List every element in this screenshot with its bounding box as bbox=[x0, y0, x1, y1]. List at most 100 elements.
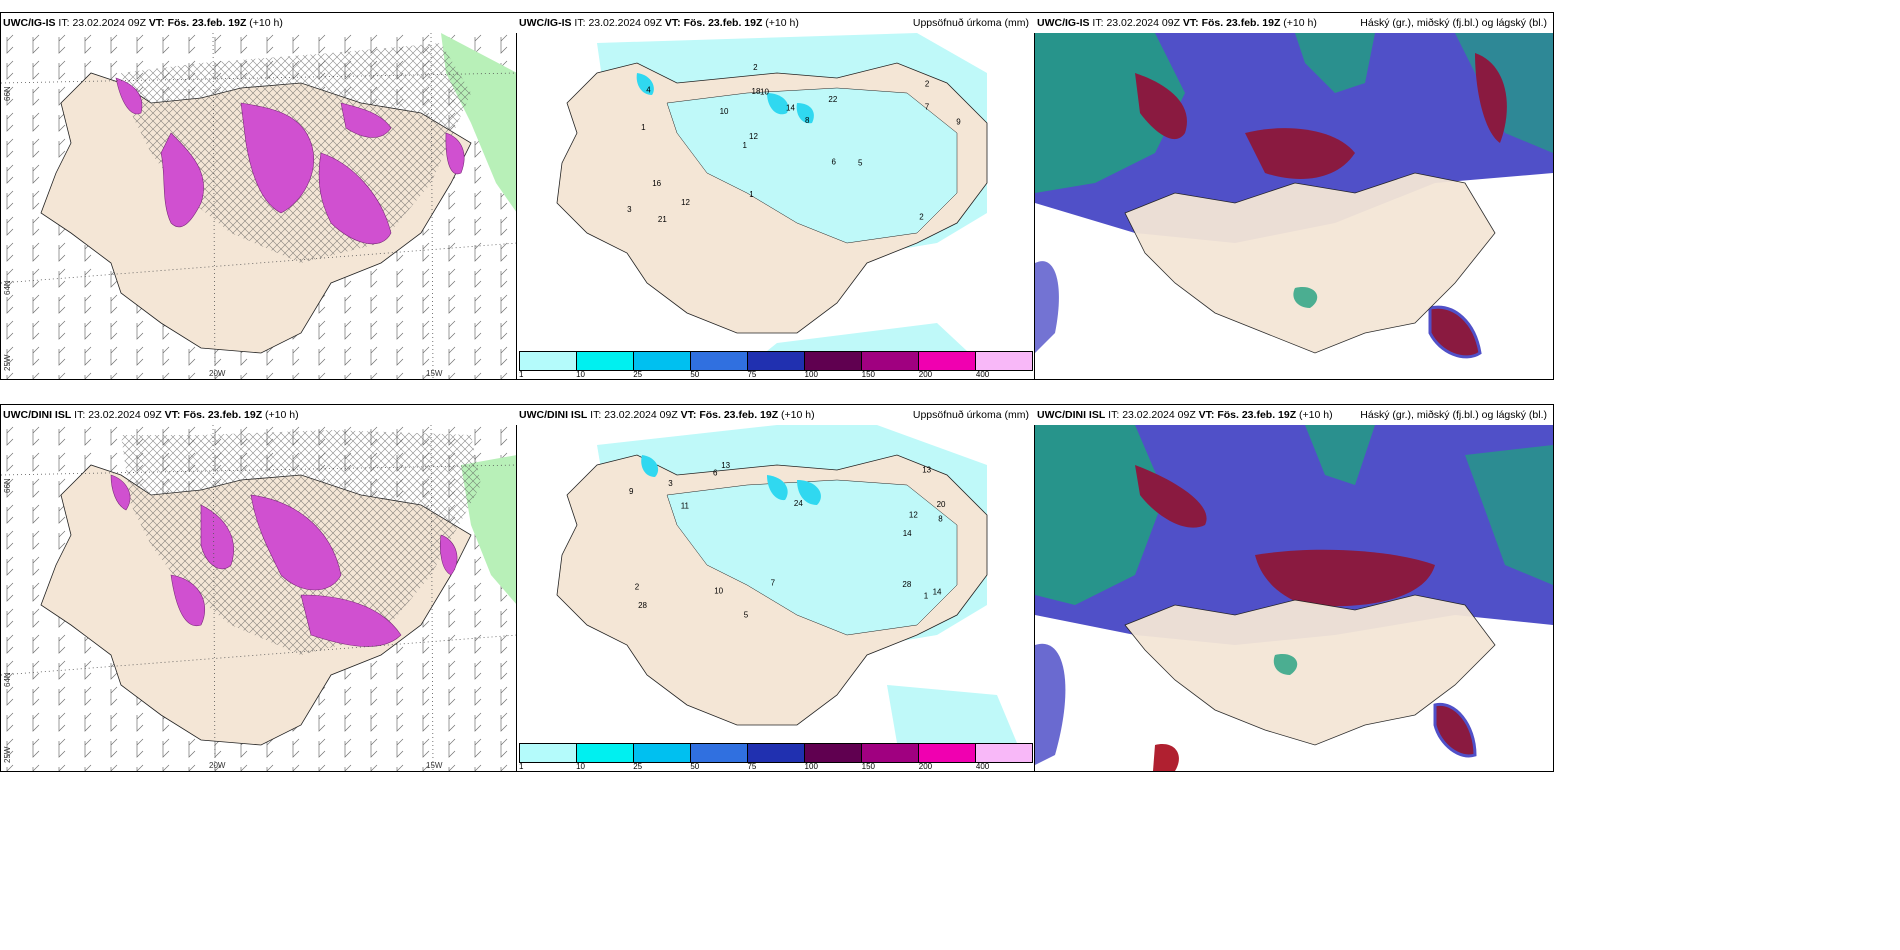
colorbar-label: 400 bbox=[975, 762, 990, 771]
cloud-map-top: UWC/IG-IS IT: 23.02.2024 09Z VT: Fös. 23… bbox=[1034, 12, 1554, 380]
cloud-map bbox=[1035, 425, 1553, 771]
colorbar-label: 25 bbox=[633, 762, 643, 771]
precip-map: 2 1 2 1 22 21 18 14 16 10 3 12 10 8 5 4 2 9 6 7 12 1 bbox=[517, 33, 1035, 351]
colorbar-label: 200 bbox=[918, 370, 933, 379]
cloud-map bbox=[1035, 33, 1553, 379]
colorbar-swatch bbox=[748, 352, 805, 370]
precip-value-label: 11 bbox=[681, 502, 690, 511]
colorbar-label: 25 bbox=[633, 370, 643, 379]
colorbar bbox=[519, 743, 1033, 763]
colorbar-label: 400 bbox=[975, 370, 990, 379]
colorbar-swatch bbox=[748, 744, 805, 762]
lon-label: 25W bbox=[3, 746, 12, 763]
colorbar-swatch bbox=[520, 352, 577, 370]
colorbar-labels: 1 10 25 50 75 100 150 200 400 bbox=[519, 762, 1033, 771]
precip-value-label: 6 bbox=[832, 158, 837, 167]
cloud-map-bottom: UWC/DINI ISL IT: 23.02.2024 09Z VT: Fös.… bbox=[1034, 404, 1554, 772]
precip-value-label: 7 bbox=[771, 579, 776, 588]
precip-value-label: 10 bbox=[714, 587, 723, 596]
precip-value-label: 1 bbox=[749, 190, 754, 199]
lat-label: 66N bbox=[3, 478, 12, 493]
precip-value-label: 12 bbox=[681, 198, 690, 207]
precip-value-label: 9 bbox=[629, 487, 634, 496]
lon-label: 20W bbox=[209, 369, 226, 378]
precip-value-label: 2 bbox=[753, 63, 758, 72]
precip-title: Uppsöfnuð úrkoma (mm) bbox=[912, 409, 1029, 421]
precip-value-label: 9 bbox=[956, 118, 961, 127]
precip-value-label: 5 bbox=[858, 159, 863, 168]
lon-label: 20W bbox=[209, 761, 226, 770]
lon-label: 25W bbox=[3, 354, 12, 371]
panel-header: UWC/IG-IS IT: 23.02.2024 09Z VT: Fös. 23… bbox=[517, 13, 1035, 33]
wind-snow-map-bottom: UWC/DINI ISL IT: 23.02.2024 09Z VT: Fös.… bbox=[0, 404, 518, 772]
precip-value-label: 12 bbox=[909, 510, 918, 519]
precip-value-label: 1 bbox=[743, 141, 748, 150]
precip-value-label: 10 bbox=[720, 107, 729, 116]
lat-label: 66N bbox=[3, 86, 12, 101]
colorbar-label: 150 bbox=[861, 370, 876, 379]
colorbar-label: 10 bbox=[576, 370, 586, 379]
precip-value-label: 3 bbox=[627, 205, 632, 214]
colorbar-label: 1 bbox=[519, 762, 524, 771]
colorbar-label: 100 bbox=[804, 370, 818, 379]
lon-label: 15W bbox=[426, 369, 443, 378]
precip-value-label: 21 bbox=[658, 215, 667, 224]
precip-value-label: 13 bbox=[922, 466, 931, 475]
cloud-title: Háský (gr.), miðský (fj.bl.) og lágský (… bbox=[1360, 409, 1547, 421]
precip-value-label: 14 bbox=[903, 529, 912, 538]
precip-value-label: 8 bbox=[805, 116, 810, 125]
colorbar-swatch bbox=[577, 352, 634, 370]
precip-value-label: 1 bbox=[641, 123, 646, 132]
colorbar-label: 1 bbox=[519, 370, 524, 379]
colorbar-swatch bbox=[805, 744, 862, 762]
precip-value-label: 3 bbox=[668, 479, 673, 488]
colorbar-swatch bbox=[634, 352, 691, 370]
colorbar-label: 75 bbox=[747, 762, 757, 771]
precip-value-label: 28 bbox=[638, 601, 647, 610]
colorbar-swatch bbox=[919, 744, 976, 762]
precip-map-top: UWC/IG-IS IT: 23.02.2024 09Z VT: Fös. 23… bbox=[516, 12, 1036, 380]
precip-title: Uppsöfnuð úrkoma (mm) bbox=[912, 17, 1029, 29]
precip-value-label: 13 bbox=[721, 461, 730, 470]
precip-value-label: 2 bbox=[919, 212, 924, 221]
precip-value-label: 24 bbox=[794, 499, 803, 508]
precip-value-label: 18 bbox=[752, 87, 761, 96]
precip-value-label: 7 bbox=[925, 103, 930, 112]
colorbar-swatch bbox=[976, 744, 1032, 762]
wind-map bbox=[1, 33, 517, 379]
lat-label: 64N bbox=[3, 672, 12, 687]
lat-label: 64N bbox=[3, 280, 12, 295]
precip-value-label: 16 bbox=[652, 179, 661, 188]
precip-value-label: 20 bbox=[937, 500, 946, 509]
precip-map-bottom: UWC/DINI ISL IT: 23.02.2024 09Z VT: Fös.… bbox=[516, 404, 1036, 772]
lon-label: 15W bbox=[426, 761, 443, 770]
precip-value-label: 2 bbox=[635, 583, 640, 592]
precip-value-label: 28 bbox=[902, 580, 911, 589]
colorbar-label: 100 bbox=[804, 762, 818, 771]
precip-value-label: 22 bbox=[828, 95, 837, 104]
colorbar-swatch bbox=[520, 744, 577, 762]
precip-value-label: 2 bbox=[925, 80, 930, 89]
colorbar-swatch bbox=[919, 352, 976, 370]
precip-value-label: 4 bbox=[646, 86, 651, 95]
precip-value-label: 8 bbox=[938, 514, 943, 523]
colorbar-label: 50 bbox=[690, 762, 700, 771]
colorbar-swatch bbox=[862, 744, 919, 762]
cloud-title: Háský (gr.), miðský (fj.bl.) og lágský (… bbox=[1360, 17, 1547, 29]
colorbar-swatch bbox=[691, 352, 748, 370]
colorbar-label: 10 bbox=[576, 762, 586, 771]
panel-header: UWC/DINI ISL IT: 23.02.2024 09Z VT: Fös.… bbox=[517, 405, 1035, 425]
colorbar-label: 200 bbox=[918, 762, 933, 771]
colorbar bbox=[519, 351, 1033, 371]
precip-value-label: 14 bbox=[933, 588, 942, 597]
colorbar-label: 150 bbox=[861, 762, 876, 771]
panel-header: UWC/DINI ISL IT: 23.02.2024 09Z VT: Fös.… bbox=[1035, 405, 1553, 425]
colorbar-label: 75 bbox=[747, 370, 757, 379]
colorbar-labels: 1 10 25 50 75 100 150 200 400 bbox=[519, 370, 1033, 379]
panel-header: UWC/IG-IS IT: 23.02.2024 09Z VT: Fös. 23… bbox=[1, 13, 517, 33]
colorbar-swatch bbox=[976, 352, 1032, 370]
wind-map bbox=[1, 425, 517, 771]
colorbar-swatch bbox=[691, 744, 748, 762]
precip-value-label: 1 bbox=[924, 592, 929, 601]
panel-header: UWC/DINI ISL IT: 23.02.2024 09Z VT: Fös.… bbox=[1, 405, 517, 425]
